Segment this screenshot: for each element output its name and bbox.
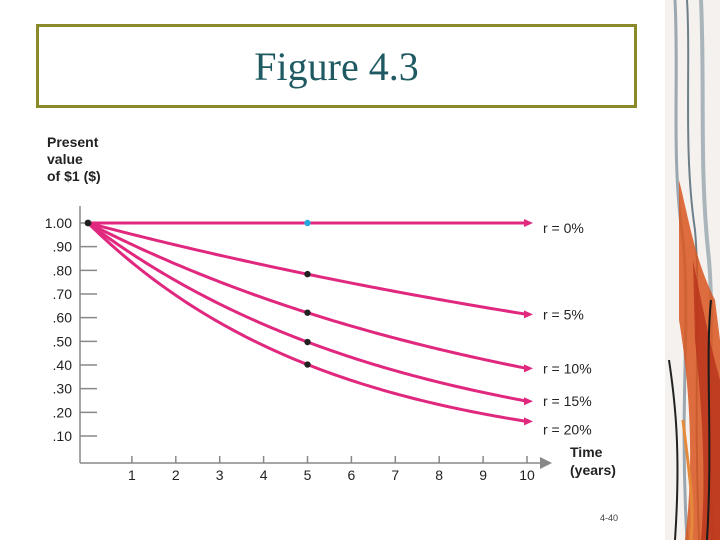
- y-tick-label: .10: [53, 428, 73, 444]
- series-label: r = 5%: [543, 306, 584, 322]
- x-tick-label: 3: [216, 467, 224, 483]
- x-tick-label: 4: [260, 467, 268, 483]
- y-axis-title-line-1: Present: [47, 134, 99, 150]
- series-arrowhead: [524, 397, 533, 406]
- year-5-marker: [304, 338, 311, 346]
- series-arrowhead: [524, 310, 533, 319]
- x-tick-label: 5: [304, 467, 312, 483]
- series-arrowhead: [524, 219, 533, 227]
- y-tick-label: .70: [53, 286, 73, 302]
- year-5-marker: [304, 361, 311, 368]
- series-markers: [84, 219, 311, 368]
- x-tick-label: 2: [172, 467, 180, 483]
- series-labels: r = 0% r = 5% r = 10% r = 15% r = 20%: [543, 220, 592, 437]
- y-axis-title-line-2: value: [47, 151, 83, 167]
- y-tick-label: 1.00: [45, 215, 72, 231]
- slide-number: 4-40: [600, 513, 619, 523]
- series-label: r = 10%: [543, 360, 592, 376]
- slide-title: Figure 4.3: [254, 43, 419, 89]
- y-axis-title-line-3: of $1 ($): [47, 168, 101, 184]
- y-tick-label: .90: [53, 239, 73, 255]
- series-label: r = 0%: [543, 220, 584, 236]
- year-5-marker: [304, 219, 311, 227]
- title-box: Figure 4.3: [36, 24, 637, 108]
- x-tick-label: 6: [348, 467, 356, 483]
- x-tick-label: 9: [479, 467, 487, 483]
- y-tick-label: .20: [53, 404, 73, 420]
- x-axis-ticks: 1 2 3 4 5 6 7 8 9 10: [128, 456, 535, 483]
- x-tick-label: 8: [435, 467, 443, 483]
- year-5-marker: [304, 270, 311, 278]
- series-line: [86, 221, 529, 423]
- x-axis-arrowhead: [540, 457, 552, 469]
- x-tick-label: 7: [391, 467, 399, 483]
- y-tick-label: .30: [53, 381, 73, 397]
- y-tick-label: .40: [53, 357, 73, 373]
- series-label: r = 15%: [543, 393, 592, 409]
- year-5-marker: [304, 309, 311, 316]
- series-label: r = 20%: [543, 421, 592, 437]
- y-axis-ticks: 1.00 .90 .80 .70 .60 .50 .40 .30 .20 .10: [45, 215, 97, 444]
- y-tick-label: .80: [53, 262, 73, 278]
- y-tick-label: .50: [53, 333, 73, 349]
- series-lines: [86, 219, 533, 426]
- present-value-chart: Present value of $1 ($) 1.00 .90 .80 .70 .60…: [45, 134, 616, 483]
- x-axis-title-line-2: (years): [570, 462, 616, 478]
- y-tick-label: .60: [53, 310, 73, 326]
- series-line: [86, 221, 529, 370]
- x-tick-label: 10: [519, 467, 535, 483]
- x-tick-label: 1: [128, 467, 136, 483]
- origin-marker: [84, 219, 92, 227]
- decorative-side-art: [665, 0, 720, 540]
- series-arrowhead: [524, 364, 533, 373]
- series-arrowhead: [524, 417, 533, 426]
- x-axis-title-line-1: Time: [570, 444, 603, 460]
